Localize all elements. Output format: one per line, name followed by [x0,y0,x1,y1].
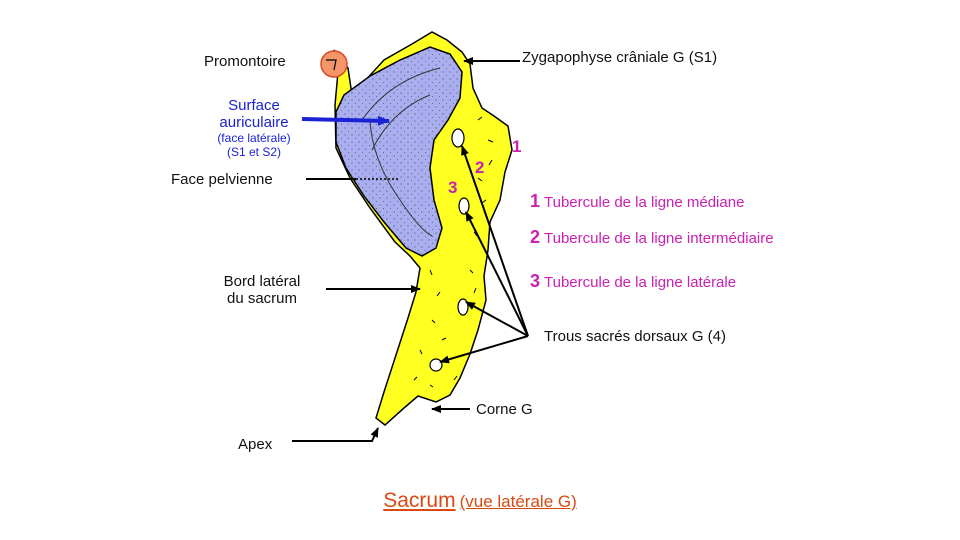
marker-number-1: 1 [512,137,522,156]
label-surface-sub2: (S1 et S2) [226,145,282,159]
caption-sub: (vue latérale G) [459,492,577,511]
label-zygapophyse: Zygapophyse crâniale G (S1) [522,49,718,66]
legend-num: 3 [530,271,541,291]
marker-number-2: 2 [475,158,485,177]
legend-row-2: 2 Tubercule de la ligne intermédiaire [530,227,774,248]
dorsal-foramen-4 [429,358,443,372]
label-surface-sub1: (face latérale) [217,131,291,145]
figure-caption: Sacrum (vue latérale G) [0,489,960,513]
label-surface-line1: Surface [228,97,280,114]
label-bord-line2: du sacrum [226,290,298,307]
dorsal-foramen-2 [458,197,470,215]
label-promontoire: Promontoire [204,53,286,70]
legend-text: Tubercule de la ligne intermédiaire [544,230,774,247]
label-trous-sacres: Trous sacrés dorsaux G (4) [544,328,726,345]
legend-text: Tubercule de la ligne latérale [544,274,737,291]
promontory-marker [320,50,348,78]
dorsal-foramen-1 [451,128,465,148]
legend-num: 1 [530,191,541,211]
legend-row-1: 1 Tubercule de la ligne médiane [530,191,744,212]
legend-row-3: 3 Tubercule de la ligne latérale [530,271,736,292]
legend-text: Tubercule de la ligne médiane [544,194,745,211]
label-surface-line2: auriculaire [219,114,289,131]
label-face-pelvienne: Face pelvienne [171,171,273,188]
marker-number-3: 3 [448,178,458,197]
legend-num: 2 [530,227,541,247]
label-corne: Corne G [476,401,533,418]
label-apex: Apex [238,436,273,453]
label-bord-line1: Bord latéral [223,273,301,290]
caption-main: Sacrum [383,489,456,512]
